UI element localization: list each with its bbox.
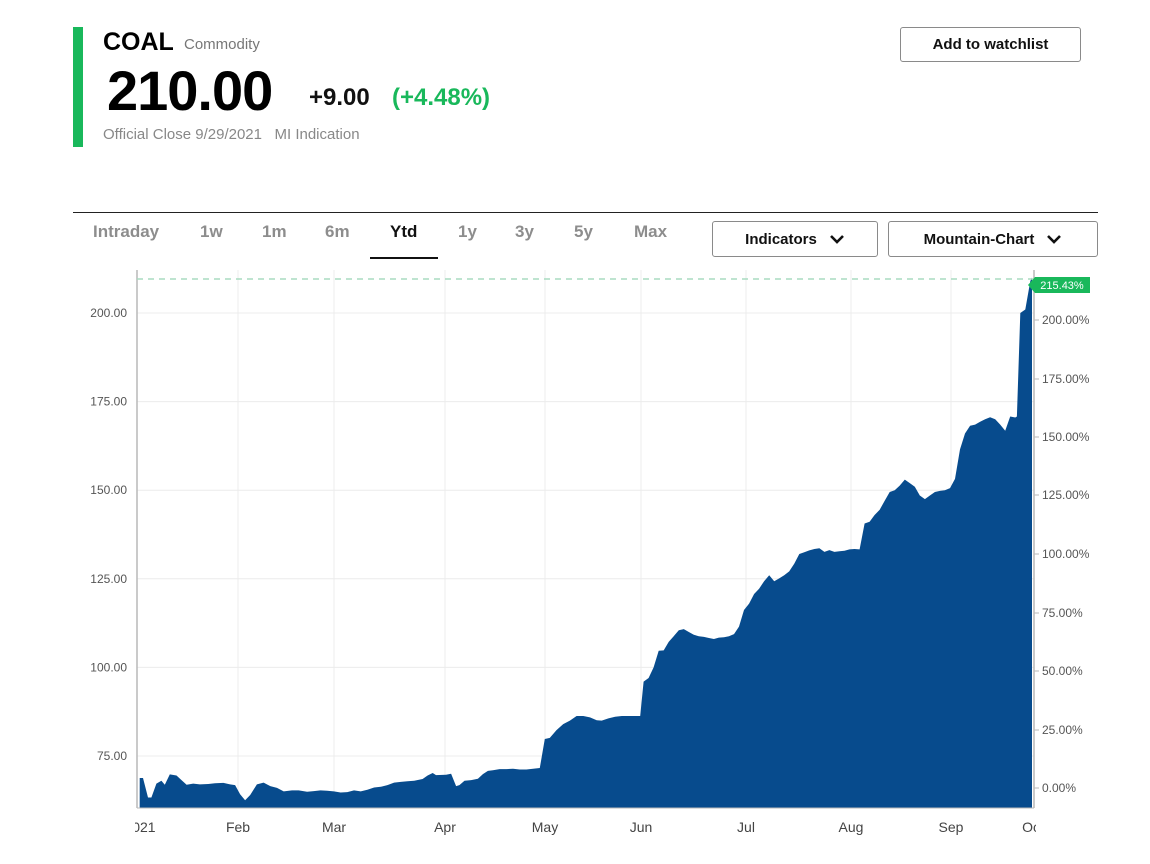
asset-type-label: Commodity [184,36,260,53]
x-tick-label: Mar [322,819,346,835]
x-tick-label: Feb [226,819,250,835]
y-right-tick-label: 75.00% [1042,606,1083,620]
y-left-tick-label: 175.00 [90,395,127,409]
tab-1w[interactable]: 1w [200,222,223,241]
tab-3y[interactable]: 3y [515,222,534,241]
official-close-note: Official Close 9/29/2021 MI Indication [103,126,360,143]
x-tick-label: Apr [434,819,456,835]
add-to-watchlist-button[interactable]: Add to watchlist [900,27,1081,62]
last-value-flag-label: 215.43% [1040,280,1084,292]
y-right-tick-label: 100.00% [1042,547,1090,561]
chevron-down-icon [1047,235,1062,244]
chart-type-label: Mountain-Chart [923,230,1035,248]
tab-intraday[interactable]: Intraday [93,222,160,241]
y-right-tick-label: 50.00% [1042,664,1083,678]
y-right-tick-label: 175.00% [1042,372,1090,386]
last-value-flag [1028,277,1090,293]
x-tick-label: Jun [630,819,653,835]
y-right-tick-label: 0.00% [1042,781,1076,795]
x-tick-label: Sep [939,819,964,835]
chevron-down-icon [829,235,844,244]
indicators-label: Indicators [745,230,817,248]
y-left-tick-label: 150.00 [90,483,127,497]
x-label-clip-left [0,815,135,840]
y-right-tick-label: 125.00% [1042,488,1090,502]
price-change-percent: (+4.48%) [392,84,491,111]
price-change: +9.00 [309,84,370,111]
y-right-tick-label: 150.00% [1042,430,1090,444]
last-price: 210.00 [107,59,273,122]
quote-accent-bar [73,27,83,147]
y-left-tick-label: 125.00 [90,572,127,586]
tab-6m[interactable]: 6m [325,222,350,241]
y-left-tick-label: 200.00 [90,306,127,320]
price-chart: 75.00 100.00 125.00 150.00 175.00 200.00 0.00%… [0,270,1150,840]
chart-type-dropdown[interactable]: Mountain-Chart [888,221,1098,257]
active-tab-underline [370,257,438,259]
x-tick-label: May [532,819,558,835]
tab-ytd[interactable]: Ytd [390,222,418,241]
price-area-series [139,277,1032,809]
tab-max[interactable]: Max [634,222,668,241]
tab-1y[interactable]: 1y [458,222,477,241]
x-tick-label: Jul [737,819,755,835]
toolbar-divider [73,212,1098,213]
indicators-dropdown[interactable]: Indicators [712,221,878,257]
y-left-tick-label: 100.00 [90,660,127,674]
y-left-tick-label: 75.00 [97,749,127,763]
tab-1m[interactable]: 1m [262,222,287,241]
y-right-tick-label: 200.00% [1042,313,1090,327]
x-tick-label: Aug [839,819,864,835]
x-label-clip-right [1036,815,1150,840]
tab-5y[interactable]: 5y [574,222,593,241]
y-right-tick-label: 25.00% [1042,723,1083,737]
ticker-symbol: COAL [103,28,174,56]
